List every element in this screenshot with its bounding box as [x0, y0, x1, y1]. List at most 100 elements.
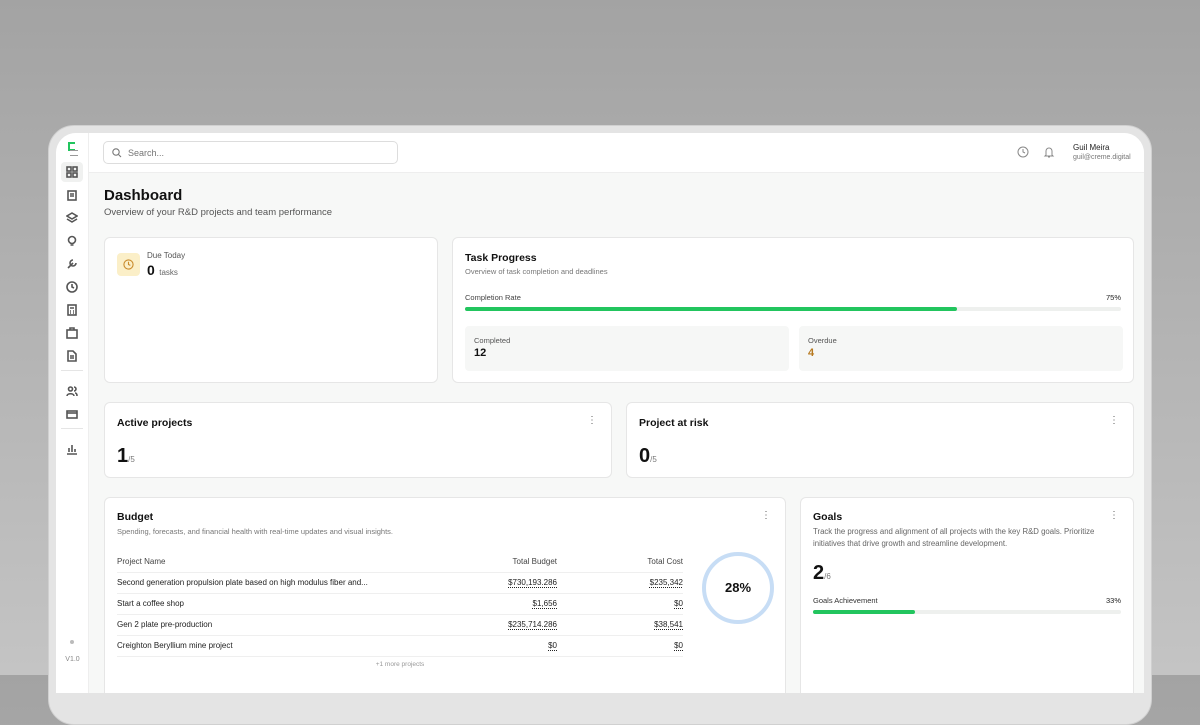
grid-icon [66, 166, 78, 178]
due-today-card: Due Today 0 tasks [104, 237, 438, 383]
top-bar: Guil Meira guil@creme.digital [89, 133, 1144, 173]
total-cost: $0 [557, 635, 683, 657]
budget-percent: 28% [724, 580, 752, 595]
version-label: V1.0 [65, 656, 80, 663]
due-today-count: 0 [147, 262, 155, 278]
sidebar-item-tools[interactable] [61, 254, 83, 274]
search-icon [112, 147, 122, 157]
total-budget: $0 [485, 635, 557, 657]
sidebar-item-team[interactable] [61, 381, 83, 401]
goals-description: Track the progress and alignment of all … [813, 527, 1095, 548]
completion-rate-label: Completion Rate [465, 293, 521, 302]
task-progress-card: Task Progress Overview of task completio… [452, 237, 1134, 383]
completion-progress-bar [465, 307, 1121, 311]
divider [61, 370, 83, 371]
budget-card: Budget ⋮ Spending, forecasts, and financ… [104, 497, 786, 693]
users-icon [66, 386, 78, 397]
goals-achievement-value: 33% [1105, 596, 1121, 605]
goals-title: Goals [813, 511, 843, 523]
budget-subtitle: Spending, forecasts, and financial healt… [117, 527, 393, 536]
budget-title: Budget [117, 511, 154, 523]
project-at-risk-card: Project at risk ⋮ 0/5 [626, 402, 1134, 478]
sidebar-item-briefcase[interactable] [61, 323, 83, 343]
bar-chart-icon [67, 445, 77, 455]
clock-icon [117, 253, 140, 276]
completed-value: 12 [474, 347, 487, 359]
goals-value: 2 [813, 562, 825, 584]
sidebar: V1.0 [56, 133, 89, 693]
more-projects-link[interactable]: +1 more projects [375, 661, 425, 668]
budget-table: Project Name Total Budget Total Cost Secon… [117, 551, 683, 657]
search-box[interactable] [103, 141, 398, 164]
project-name: Gen 2 plate pre-production [117, 614, 486, 636]
goals-achievement-label: Goals Achievement [813, 596, 878, 605]
calculator-icon [67, 304, 77, 316]
user-name[interactable]: Guil Meira [1073, 143, 1110, 152]
goals-card: Goals ⋮ Track the progress and alignment… [800, 497, 1134, 693]
completion-rate-value: 75% [1105, 293, 1121, 302]
column-header[interactable]: Project Name [117, 551, 486, 573]
sidebar-item-ideas[interactable] [61, 231, 83, 251]
clipboard-icon [67, 190, 77, 201]
wrench-icon [67, 259, 77, 269]
project-name: Second generation propulsion plate based… [117, 572, 486, 594]
sidebar-item-dashboard[interactable] [61, 162, 83, 182]
document-icon [67, 350, 77, 362]
at-risk-value: 0 [639, 445, 651, 467]
overdue-stat: Overdue 4 [799, 326, 1123, 371]
column-header[interactable]: Total Cost [557, 551, 683, 573]
active-projects-value: 1 [117, 445, 129, 467]
active-projects-card: Active projects ⋮ 1/5 [104, 402, 612, 478]
sidebar-item-time[interactable] [61, 277, 83, 297]
credit-card-icon [66, 410, 78, 419]
sidebar-item-reports[interactable] [61, 439, 83, 459]
due-today-unit: tasks [159, 268, 178, 277]
app-window: V1.0 Guil Meira guil@creme.digital Dashb… [56, 133, 1144, 693]
layers-icon [66, 212, 78, 223]
total-cost: $235,342 [557, 572, 683, 594]
completed-label: Completed [474, 336, 511, 345]
active-projects-title: Active projects [117, 417, 193, 429]
overdue-value: 4 [808, 347, 815, 359]
total-cost: $0 [557, 593, 683, 615]
more-options-icon[interactable]: ⋮ [1109, 510, 1119, 521]
project-name: Start a coffee shop [117, 593, 486, 615]
sidebar-item-documents[interactable] [61, 346, 83, 366]
column-header[interactable]: Total Budget [485, 551, 557, 573]
more-options-icon[interactable]: ⋮ [761, 510, 771, 521]
at-risk-title: Project at risk [639, 417, 709, 429]
completed-stat: Completed 12 [465, 326, 789, 371]
more-options-icon[interactable]: ⋮ [1109, 415, 1119, 426]
sidebar-item-billing[interactable] [61, 404, 83, 424]
task-progress-subtitle: Overview of task completion and deadline… [465, 267, 608, 276]
at-risk-total: /5 [650, 455, 657, 464]
page-title: Dashboard [104, 187, 183, 204]
goals-total: /6 [824, 572, 831, 581]
search-input[interactable] [128, 147, 378, 158]
total-cost: $38,541 [557, 614, 683, 636]
project-name: Creighton Beryllium mine project [117, 635, 486, 657]
sidebar-item-calculator[interactable] [61, 300, 83, 320]
sidebar-item-layers[interactable] [61, 208, 83, 228]
more-options-icon[interactable]: ⋮ [587, 415, 597, 426]
goals-progress-bar [813, 610, 1121, 614]
lightbulb-icon [67, 235, 77, 246]
page-subtitle: Overview of your R&D projects and team p… [104, 207, 333, 218]
table-row[interactable]: Start a coffee shop $1,656 $0 [117, 593, 683, 615]
total-budget: $730,193.286 [485, 572, 557, 594]
overdue-label: Overdue [808, 336, 837, 345]
user-email: guil@creme.digital [1073, 154, 1131, 161]
table-row[interactable]: Creighton Beryllium mine project $0 $0 [117, 635, 683, 657]
table-row[interactable]: Second generation propulsion plate based… [117, 572, 683, 594]
status-dot [70, 640, 74, 644]
table-row[interactable]: Gen 2 plate pre-production $235,714.286 $3… [117, 614, 683, 636]
history-icon[interactable] [1017, 146, 1029, 158]
total-budget: $235,714.286 [485, 614, 557, 636]
sidebar-item-tasks[interactable] [61, 185, 83, 205]
briefcase-icon [66, 327, 78, 339]
budget-ring [702, 552, 774, 624]
due-today-label: Due Today [147, 251, 186, 260]
bell-icon[interactable] [1043, 146, 1055, 158]
divider [61, 428, 83, 429]
menu-icon[interactable] [70, 150, 78, 156]
